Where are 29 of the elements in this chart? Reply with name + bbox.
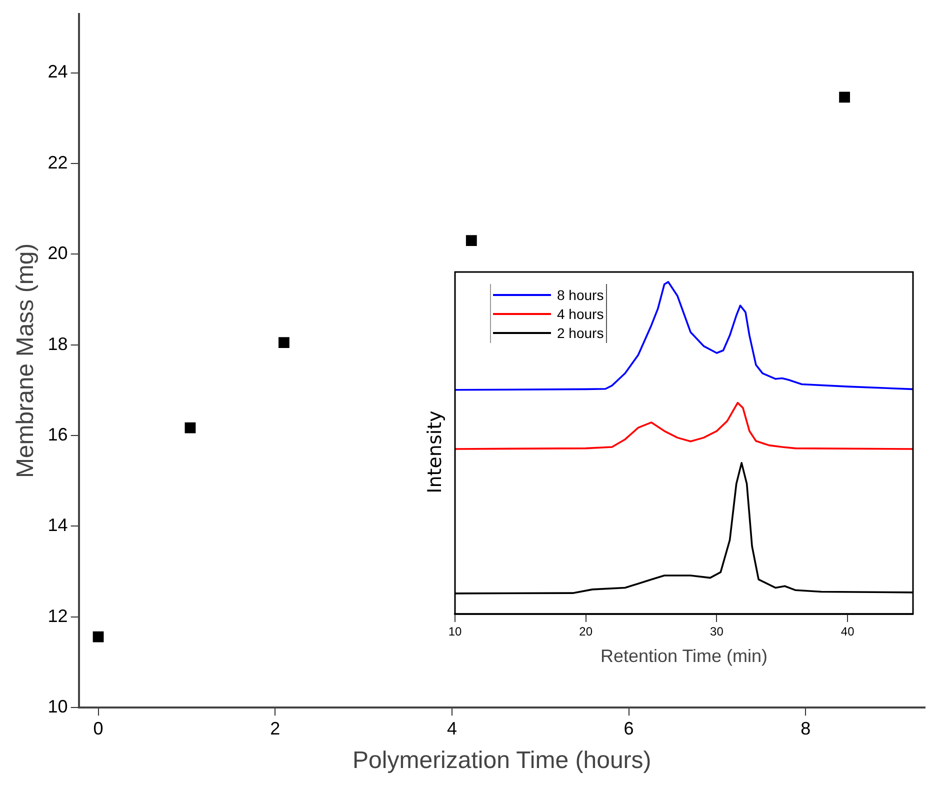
point	[92, 631, 104, 642]
x-tick-label: 10	[448, 624, 462, 639]
y-tick-label: 10	[48, 696, 68, 717]
point	[839, 92, 850, 103]
x-axis-title: Polymerization Time (hours)	[352, 747, 652, 774]
x-tick-label: 0	[93, 718, 104, 738]
y-tick-label: 12	[48, 606, 68, 626]
y-tick-label: 22	[48, 152, 68, 172]
legend-label: 2 hours	[557, 324, 604, 340]
point	[184, 422, 196, 434]
y-tick-label: 14	[48, 515, 68, 536]
y-tick-label: 18	[48, 334, 68, 354]
x-tick-label: 30	[710, 624, 724, 639]
point	[466, 235, 477, 246]
x-tick-label: 8	[800, 718, 811, 738]
x-axis-title: Retention Time (min)	[600, 646, 768, 666]
point	[278, 337, 290, 348]
y-axis-title: Membrane Mass (mg)	[12, 243, 40, 478]
x-tick-label: 4	[446, 718, 457, 738]
x-tick-label: 6	[624, 718, 634, 738]
y-axis-title: Intensity	[424, 410, 446, 494]
x-tick-label: 2	[270, 718, 280, 738]
x-tick-label: 40	[840, 624, 855, 639]
x-tick-label: 20	[579, 624, 593, 639]
y-tick-label: 20	[48, 243, 68, 264]
y-tick-label: 24	[48, 62, 68, 82]
legend-label: 8 hours	[557, 286, 604, 302]
legend-label: 4 hours	[557, 306, 604, 322]
y-tick-label: 16	[48, 424, 68, 444]
